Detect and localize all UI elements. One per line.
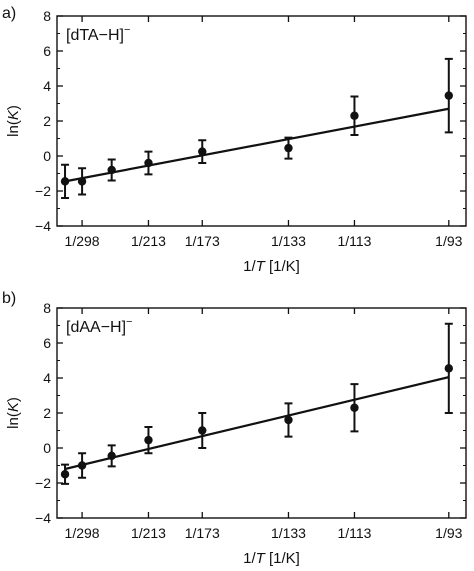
y-tick-label: −4: [35, 510, 51, 526]
species-annotation: [dTA−H]−: [66, 24, 130, 44]
fit-line: [64, 107, 450, 183]
data-point: [350, 111, 359, 120]
x-tick-label: 1/173: [185, 525, 220, 541]
plot-frame: [56, 307, 467, 519]
data-point: [198, 426, 207, 435]
species-annotation: [dAA−H]−: [66, 316, 132, 336]
data-point: [284, 143, 293, 153]
x-tick-label: 1/298: [65, 525, 100, 541]
y-tick-label: 0: [43, 148, 51, 164]
x-tick-label: 1/213: [131, 233, 166, 249]
data-point: [444, 91, 453, 100]
data-point: [284, 415, 293, 425]
y-tick-label: 0: [43, 440, 51, 456]
x-tick-label: 1/133: [271, 525, 306, 541]
data-point: [107, 165, 116, 175]
chart-panel-b: b) −4 −2 0 2 4 6 8 1/298 1/213 1/173 1/133 1/113 1/93…: [2, 290, 467, 567]
x-tick-label: 1/93: [435, 525, 462, 541]
data-point: [144, 158, 153, 168]
data-point: [77, 177, 87, 186]
data-point: [198, 147, 207, 156]
y-axis-label: ln(K): [5, 397, 22, 429]
y-tick-label: 2: [43, 405, 51, 421]
chart-panel-a: a) −4 −2 0 2 4 6 8 1/298 1/213 1/173 1/133 1/113 1/93…: [2, 5, 467, 275]
panel-label: a): [2, 5, 16, 22]
y-tick-label: 2: [43, 113, 51, 129]
data-point: [107, 451, 116, 461]
data-point: [60, 470, 70, 479]
panel-label: b): [2, 290, 16, 307]
data-point: [444, 364, 453, 373]
data-point: [77, 461, 87, 470]
y-tick-label: 6: [43, 43, 51, 59]
data-point: [60, 177, 70, 186]
x-tick-label: 1/173: [185, 233, 220, 249]
x-tick-label: 1/113: [337, 233, 371, 249]
x-axis-label: 1/T [1/K]: [243, 258, 300, 275]
x-axis-label: 1/T [1/K]: [243, 550, 300, 567]
y-axis-label: ln(K): [5, 105, 22, 137]
data-point: [144, 435, 153, 445]
y-tick-label: −4: [35, 218, 51, 234]
fit-line: [64, 376, 450, 471]
x-tick-label: 1/298: [65, 233, 100, 249]
y-tick-label: −2: [35, 475, 51, 491]
x-tick-label: 1/113: [337, 525, 371, 541]
data-point: [350, 403, 359, 412]
plot-frame: [56, 15, 467, 227]
y-tick-label: 4: [43, 78, 51, 94]
y-tick-label: 4: [43, 370, 51, 386]
x-tick-label: 1/213: [131, 525, 166, 541]
y-tick-label: 8: [43, 8, 51, 24]
x-tick-label: 1/133: [271, 233, 306, 249]
x-tick-label: 1/93: [435, 233, 462, 249]
y-tick-label: 6: [43, 335, 51, 351]
y-tick-label: −2: [35, 183, 51, 199]
y-tick-label: 8: [43, 300, 51, 316]
